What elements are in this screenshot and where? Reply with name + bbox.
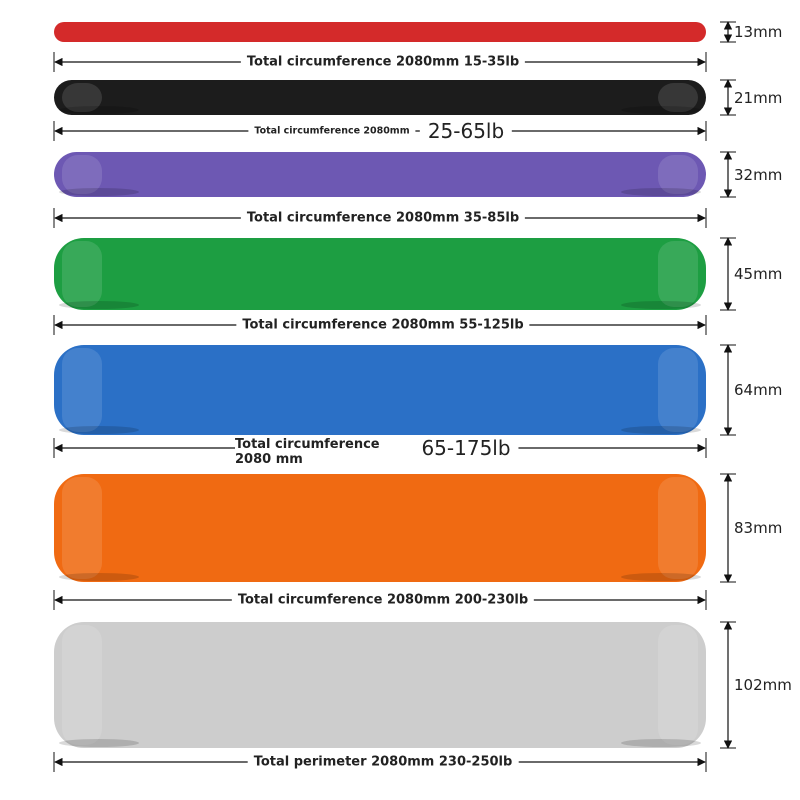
band-inner bbox=[59, 739, 139, 747]
width-label: 13mm bbox=[734, 23, 783, 41]
band-highlight bbox=[658, 83, 698, 112]
band bbox=[54, 622, 706, 748]
load-label: 65-175lb bbox=[413, 436, 519, 460]
circumference-label: Total circumference 2080 mm bbox=[235, 437, 415, 467]
band-inner bbox=[59, 573, 139, 581]
band bbox=[54, 474, 706, 582]
width-label: 45mm bbox=[734, 265, 783, 283]
band-highlight bbox=[62, 625, 102, 745]
band-highlight bbox=[62, 348, 102, 432]
width-label: 64mm bbox=[734, 381, 783, 399]
band-highlight bbox=[658, 625, 698, 745]
width-label: 83mm bbox=[734, 519, 783, 537]
band-highlight bbox=[658, 477, 698, 579]
band bbox=[54, 152, 706, 197]
band-highlight bbox=[62, 477, 102, 579]
band bbox=[54, 345, 706, 435]
width-label: 32mm bbox=[734, 165, 783, 184]
band bbox=[54, 238, 706, 310]
band-inner bbox=[621, 573, 701, 581]
circumference-label: Total circumference 2080mm 35-85lb bbox=[240, 210, 526, 226]
band-highlight bbox=[62, 155, 102, 194]
circumference-label: Total perimeter 2080mm 230-250lb bbox=[247, 754, 519, 770]
band bbox=[54, 80, 706, 115]
band-inner bbox=[59, 188, 139, 196]
band-highlight bbox=[658, 155, 698, 194]
circumference-label: Total circumference 2080mm 200-230lb bbox=[231, 592, 535, 608]
band-highlight bbox=[62, 83, 102, 112]
width-label: 102mm bbox=[734, 676, 792, 694]
circumference-label: Total circumference 2080mm 55-125lb bbox=[236, 317, 530, 333]
circumference-label: Total circumference 2080mm bbox=[248, 125, 416, 137]
band-highlight bbox=[658, 348, 698, 432]
band-inner bbox=[621, 188, 701, 196]
band-inner bbox=[621, 301, 701, 309]
circumference-label: Total circumference 2080mm 15-35lb bbox=[240, 54, 526, 70]
band-inner bbox=[59, 426, 139, 434]
band bbox=[54, 22, 706, 42]
band-highlight bbox=[658, 241, 698, 307]
load-label: 25-65lb bbox=[419, 119, 513, 143]
band-highlight bbox=[62, 241, 102, 307]
band-inner bbox=[621, 739, 701, 747]
band-inner bbox=[621, 426, 701, 434]
band-inner bbox=[59, 106, 139, 114]
width-label: 21mm bbox=[734, 88, 783, 107]
band-inner bbox=[59, 301, 139, 309]
band-inner bbox=[621, 106, 701, 114]
